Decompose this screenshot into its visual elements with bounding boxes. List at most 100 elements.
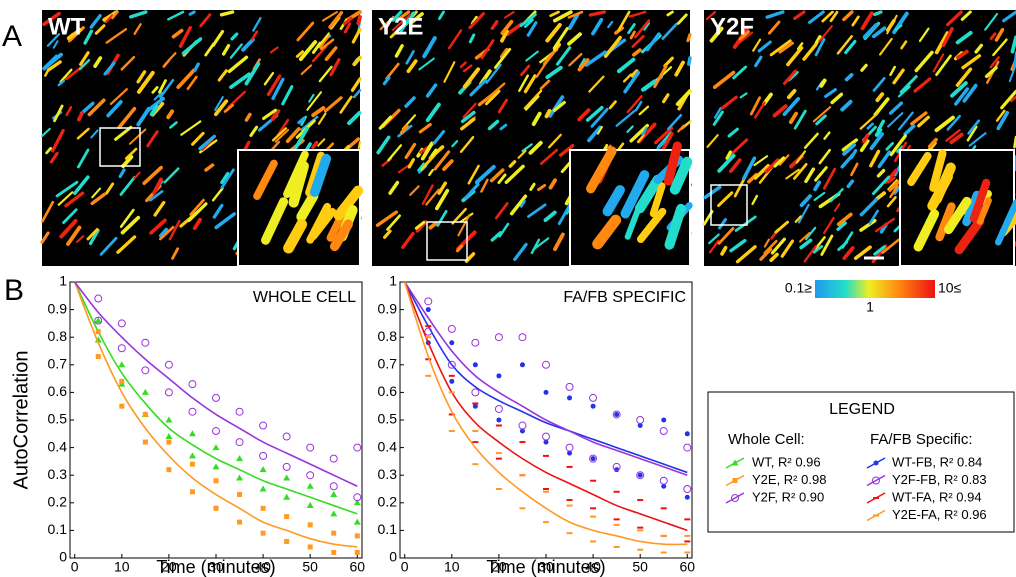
adhesion xyxy=(629,30,636,40)
adhesion xyxy=(524,18,534,28)
adhesion xyxy=(186,75,198,91)
adhesion xyxy=(153,91,163,101)
adhesion xyxy=(757,40,772,53)
adhesion xyxy=(318,33,331,49)
point xyxy=(542,360,550,369)
adhesion xyxy=(966,125,978,142)
micrograph: WT xyxy=(40,10,364,267)
adhesion xyxy=(152,177,163,195)
adhesion xyxy=(171,247,180,260)
point xyxy=(873,497,879,499)
adhesion xyxy=(128,128,147,145)
adhesion xyxy=(462,67,481,89)
adhesion xyxy=(464,182,480,200)
adhesion xyxy=(309,208,337,241)
inset-box xyxy=(99,127,141,167)
adhesion xyxy=(527,203,547,218)
adhesion xyxy=(467,164,480,185)
adhesion xyxy=(669,156,693,195)
adhesion xyxy=(753,164,770,180)
point xyxy=(306,482,314,489)
x-tick-label: 30 xyxy=(538,559,554,575)
point xyxy=(447,324,456,333)
point xyxy=(543,488,549,490)
point xyxy=(565,382,574,391)
x-tick-label: 60 xyxy=(350,559,366,575)
point xyxy=(425,374,432,377)
adhesion xyxy=(873,97,890,117)
adhesion xyxy=(220,171,230,185)
adhesion xyxy=(812,245,824,254)
adhesion xyxy=(352,89,362,99)
adhesion xyxy=(889,184,899,199)
adhesion xyxy=(753,155,769,167)
point xyxy=(165,416,173,423)
adhesion xyxy=(159,227,169,238)
adhesion xyxy=(317,138,326,147)
adhesion xyxy=(894,24,903,31)
adhesion xyxy=(764,158,780,174)
adhesion xyxy=(949,132,964,145)
adhesion xyxy=(547,133,562,149)
adhesion xyxy=(386,214,401,231)
adhesion xyxy=(873,245,886,256)
adhesion xyxy=(329,58,341,77)
point xyxy=(164,388,173,397)
adhesion xyxy=(968,132,987,147)
adhesion xyxy=(889,134,907,157)
legend-line xyxy=(725,492,745,504)
adhesion xyxy=(742,156,757,181)
point xyxy=(142,411,148,417)
adhesion xyxy=(995,109,1006,122)
point xyxy=(518,421,527,430)
adhesion xyxy=(263,71,275,86)
adhesion xyxy=(57,191,74,206)
adhesion xyxy=(383,229,392,239)
adhesion xyxy=(490,231,503,242)
point xyxy=(94,336,102,343)
point xyxy=(471,338,480,347)
y-tick-label: 0.4 xyxy=(378,438,398,454)
adhesion xyxy=(718,218,728,230)
adhesion xyxy=(468,33,476,44)
adhesion xyxy=(552,10,573,23)
adhesion xyxy=(636,207,667,244)
adhesion xyxy=(818,148,831,165)
adhesion xyxy=(903,124,916,136)
adhesion xyxy=(241,37,255,52)
adhesion xyxy=(634,174,663,214)
adhesion xyxy=(615,109,636,127)
adhesion xyxy=(866,122,874,130)
fit-line xyxy=(403,281,688,546)
adhesion xyxy=(217,69,228,82)
adhesion xyxy=(823,131,831,140)
inset-box xyxy=(710,184,748,226)
y-tick-label: 0.9 xyxy=(48,300,68,316)
adhesion xyxy=(918,27,930,43)
adhesion xyxy=(86,227,99,241)
adhesion xyxy=(500,19,514,35)
colorbar-label: 10≤ xyxy=(938,280,962,296)
point xyxy=(94,316,103,325)
adhesion xyxy=(42,11,61,27)
adhesion xyxy=(158,225,175,241)
adhesion xyxy=(552,26,569,50)
adhesion xyxy=(76,235,85,243)
x-tick-label: 60 xyxy=(680,559,696,575)
adhesion xyxy=(735,245,757,264)
point xyxy=(660,507,667,510)
adhesion xyxy=(544,108,552,119)
adhesion xyxy=(859,218,877,232)
adhesion xyxy=(592,214,622,250)
point xyxy=(613,523,620,526)
point xyxy=(283,493,291,500)
adhesion xyxy=(77,148,90,169)
adhesion xyxy=(409,185,420,196)
adhesion xyxy=(106,100,123,118)
adhesion xyxy=(836,212,853,227)
adhesion xyxy=(814,166,828,182)
point xyxy=(212,427,220,436)
adhesion xyxy=(954,216,985,255)
plot-frame xyxy=(69,281,363,559)
point xyxy=(495,457,502,460)
